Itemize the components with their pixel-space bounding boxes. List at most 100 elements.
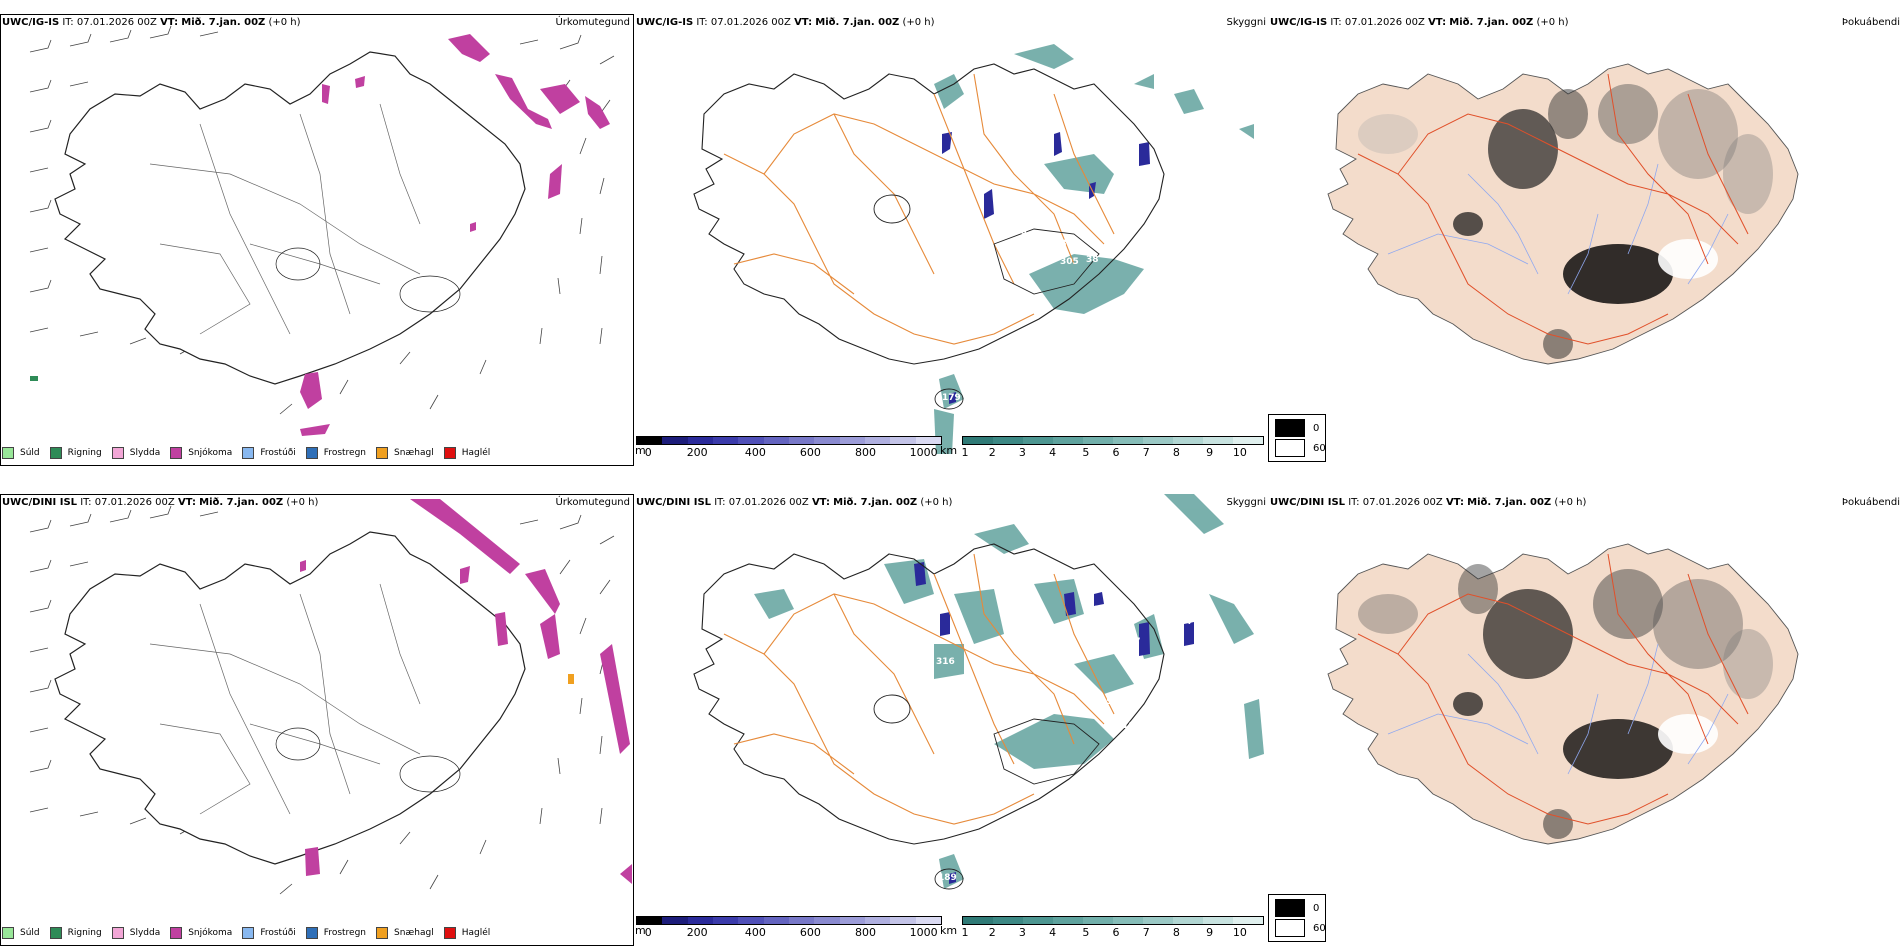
- snow-pellet-spot: [568, 674, 574, 684]
- station-label: 196: [882, 206, 901, 216]
- station-label: 75: [910, 869, 923, 879]
- visibility-scale: 1 2 3 4 5 6 7 8 9 10 km: [940, 916, 1264, 946]
- legend-item-frostudi: Frostúði: [242, 927, 296, 939]
- ceiling-areas: [942, 132, 1150, 404]
- panel-title: Skyggni: [1226, 497, 1266, 508]
- legend-item-frostregn: Frostregn: [305, 447, 366, 459]
- map-cloud-igis: [1327, 63, 1799, 365]
- legend-item-snjokoma: Snjókoma: [170, 447, 232, 459]
- legend-item-frostudi: Frostúði: [242, 447, 296, 459]
- legend-item-sudld: Súld: [2, 927, 40, 939]
- legend-item-snaehagl: Snæhagl: [376, 447, 434, 459]
- visibility-ticks: 1 2 3 4 5 6 7 8 9 10: [961, 446, 1247, 459]
- rivers: [1387, 163, 1729, 295]
- station-label: 316: [936, 657, 955, 667]
- panel-header: UWC/DINI ISL IT: 07.01.2026 00Z VT: Mið.…: [1270, 497, 1587, 508]
- ceiling-scale: 0 200 400 600 800 1000 m: [635, 436, 942, 466]
- panel-title: Úrkomutegund: [555, 17, 630, 28]
- station-label: 179: [942, 393, 961, 403]
- station-label: 38: [1086, 255, 1099, 265]
- visibility-colorbar: [962, 436, 1264, 445]
- iceland-outline: [54, 51, 526, 385]
- iceland-outline: [693, 63, 1165, 365]
- panel-cloud-dini: UWC/DINI ISL IT: 07.01.2026 00Z VT: Mið.…: [1268, 494, 1900, 946]
- panel-header: UWC/IG-IS IT: 07.01.2026 00Z VT: Mið. 7.…: [2, 17, 301, 28]
- legend-item-snjokoma: Snjókoma: [170, 927, 232, 939]
- station-label: 305: [1060, 257, 1079, 267]
- station-label: 58: [1106, 697, 1119, 707]
- legend-item-frostregn: Frostregn: [305, 927, 366, 939]
- roads: [723, 553, 1115, 825]
- panel-ceiling-dini: 196 191 79 27 316 19 58 210 24 34 75 189…: [634, 494, 1268, 946]
- station-label: 378: [1008, 227, 1027, 237]
- glaciers: [873, 694, 1100, 890]
- internal-boundaries: [149, 103, 461, 335]
- visibility-scale: 1 2 3 4 5 6 7 8 9 10 km: [940, 436, 1264, 466]
- vis-areas: [754, 494, 1264, 889]
- legend-item-rigning: Rigning: [49, 927, 102, 939]
- visibility-unit: km: [940, 924, 958, 937]
- ceiling-colorbar: [636, 916, 942, 925]
- map-cloud-dini: [1327, 543, 1799, 845]
- station-label: 196: [882, 706, 901, 716]
- legend-item-snaehagl: Snæhagl: [376, 927, 434, 939]
- snow-areas: [300, 34, 610, 436]
- fog-areas: [1358, 564, 1773, 839]
- panel-header: UWC/IG-IS IT: 07.01.2026 00Z VT: Mið. 7.…: [636, 17, 935, 28]
- panel-title: Þokuábendi: [1841, 497, 1900, 508]
- visibility-colorbar: [962, 916, 1264, 925]
- ceiling-scale: 0 200 400 600 800 1000 m: [635, 916, 942, 946]
- station-label: 24: [1166, 665, 1179, 675]
- legend-item-hagel: Haglél: [443, 447, 490, 459]
- iceland-outline: [54, 531, 526, 865]
- station-label: 19: [1052, 665, 1065, 675]
- panel-ceiling-igis: 196 378 631 387 305 38 123 243 34 179 2 …: [634, 14, 1268, 466]
- panel-precip-type-igis: UWC/IG-IS IT: 07.01.2026 00Z VT: Mið. 7.…: [0, 14, 634, 466]
- station-label: 123: [930, 161, 949, 171]
- station-label: 631: [1030, 243, 1049, 253]
- fog-areas: [1358, 84, 1773, 359]
- station-label: 210: [1116, 721, 1135, 731]
- panel-title: Úrkomutegund: [555, 497, 630, 508]
- precip-legend: Súld Rigning Slydda Snjókoma Frostúði Fr…: [2, 442, 490, 464]
- ceiling-ticks: 0 200 400 600 800 1000: [644, 446, 938, 459]
- panel-cloud-igis: UWC/IG-IS IT: 07.01.2026 00Z VT: Mið. 7.…: [1268, 14, 1900, 466]
- iceland-land: [1327, 543, 1799, 845]
- legend-item-hagel: Haglél: [443, 927, 490, 939]
- panel-title: Skyggni: [1226, 17, 1266, 28]
- roads: [1357, 73, 1749, 345]
- visibility-ticks: 1 2 3 4 5 6 7 8 9 10: [961, 926, 1247, 939]
- map-precip-igis: [0, 14, 634, 466]
- legend-item-slydda: Slydda: [111, 447, 160, 459]
- map-ceiling-dini: 196 191 79 27 316 19 58 210 24 34 75 189…: [693, 494, 1264, 890]
- roads: [1357, 553, 1749, 825]
- ceiling-labels: 196 378 631 387 305 38 123 243 34 179 2: [882, 157, 1185, 403]
- panel-title: Þokuábendi: [1841, 17, 1900, 28]
- glaciers: [873, 194, 1100, 410]
- roads: [723, 73, 1115, 345]
- station-label: 191: [1094, 605, 1113, 615]
- visibility-unit: km: [940, 444, 958, 457]
- rivers: [1387, 643, 1729, 775]
- ceiling-areas: [914, 562, 1194, 884]
- station-label: 34: [1172, 157, 1185, 167]
- panel-precip-type-dini: UWC/DINI ISL IT: 07.01.2026 00Z VT: Mið.…: [0, 494, 634, 946]
- iceland-outline: [693, 543, 1165, 845]
- rain-spot: [30, 376, 38, 381]
- panel-header: UWC/IG-IS IT: 07.01.2026 00Z VT: Mið. 7.…: [1270, 17, 1569, 28]
- map-precip-dini: [0, 494, 634, 946]
- precip-legend: Súld Rigning Slydda Snjókoma Frostúði Fr…: [2, 922, 490, 944]
- station-label: 27: [1128, 637, 1141, 647]
- cloud-legend: 0 60: [1268, 894, 1326, 942]
- station-label: 34: [1179, 617, 1192, 627]
- map-ceiling-igis: 196 378 631 387 305 38 123 243 34 179 2: [693, 44, 1254, 454]
- station-label: 2: [910, 389, 916, 399]
- panel-header: UWC/DINI ISL IT: 07.01.2026 00Z VT: Mið.…: [636, 497, 953, 508]
- iceland-land: [1327, 63, 1799, 365]
- station-label: 387: [1054, 239, 1073, 249]
- cloud-legend: 0 60: [1268, 414, 1326, 462]
- station-label: 79: [1118, 605, 1131, 615]
- internal-boundaries: [149, 583, 461, 815]
- ceiling-unit: m: [635, 924, 646, 937]
- snow-areas: [300, 499, 632, 884]
